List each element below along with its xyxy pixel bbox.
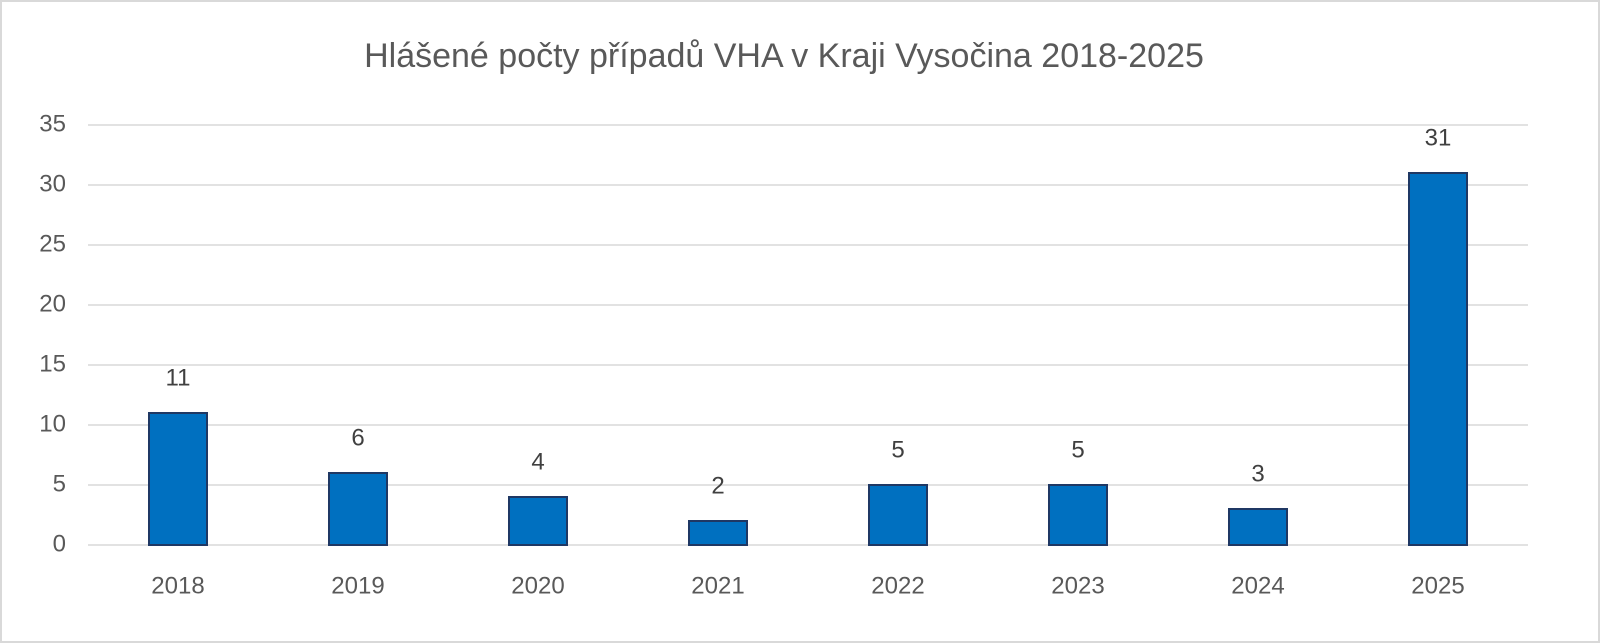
y-tick-label: 20 (39, 290, 66, 317)
bar (1228, 508, 1288, 546)
data-label: 11 (166, 364, 191, 391)
bar (328, 472, 388, 546)
data-label: 3 (1251, 460, 1264, 487)
data-label: 6 (351, 424, 364, 451)
bar (868, 484, 928, 546)
y-tick-label: 0 (53, 530, 66, 557)
x-tick-label: 2021 (691, 572, 744, 599)
y-tick-label: 35 (39, 110, 66, 137)
data-label: 31 (1425, 124, 1452, 151)
bar (148, 412, 208, 546)
x-tick-label: 2023 (1051, 572, 1104, 599)
x-tick-label: 2018 (151, 572, 204, 599)
x-tick-label: 2024 (1231, 572, 1284, 599)
bar (508, 496, 568, 546)
bar (1408, 172, 1468, 546)
y-tick-label: 5 (53, 470, 66, 497)
x-tick-label: 2020 (511, 572, 564, 599)
x-tick-label: 2022 (871, 572, 924, 599)
bar (1048, 484, 1108, 546)
data-label: 5 (1071, 436, 1084, 463)
y-tick-label: 25 (39, 230, 66, 257)
x-tick-label: 2019 (331, 572, 384, 599)
data-label: 5 (891, 436, 904, 463)
x-tick-label: 2025 (1411, 572, 1464, 599)
chart-title: Hlášené počty případů VHA v Kraji Vysoči… (364, 37, 1204, 75)
data-label: 2 (711, 472, 724, 499)
y-tick-label: 15 (39, 350, 66, 377)
y-tick-label: 30 (39, 170, 66, 197)
bar (688, 520, 748, 546)
data-label: 4 (531, 448, 544, 475)
y-tick-label: 10 (39, 410, 66, 437)
